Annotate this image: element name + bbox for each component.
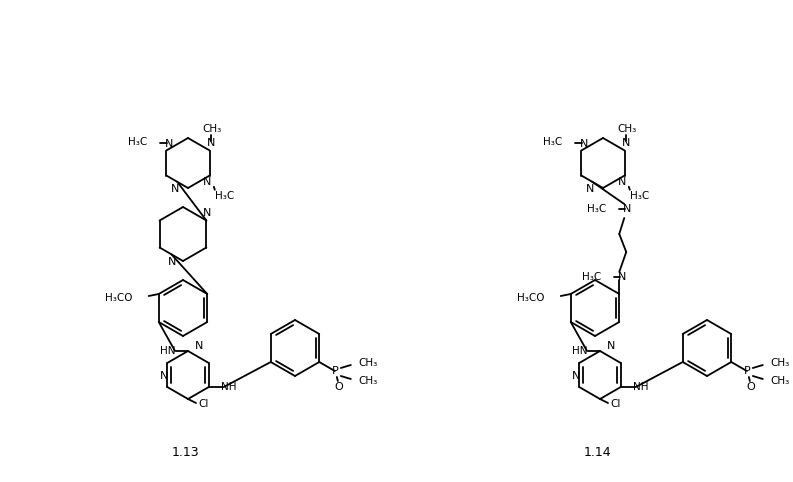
Text: P: P — [331, 366, 338, 376]
Text: HN: HN — [573, 346, 588, 356]
Text: H₃CO: H₃CO — [517, 293, 545, 303]
Text: O: O — [746, 382, 755, 392]
Text: CH₃: CH₃ — [771, 358, 790, 368]
Text: O: O — [335, 382, 343, 392]
Text: N: N — [203, 209, 212, 218]
Text: CH₃: CH₃ — [617, 123, 636, 134]
Text: CH₃: CH₃ — [202, 123, 221, 134]
Text: 1.14: 1.14 — [583, 445, 611, 458]
Text: H₃C: H₃C — [215, 191, 234, 201]
Text: N: N — [618, 177, 626, 187]
Text: N: N — [618, 272, 626, 282]
Text: H₃C: H₃C — [630, 191, 649, 201]
Text: N: N — [623, 204, 631, 214]
Text: CH₃: CH₃ — [359, 358, 378, 368]
Text: H₃C: H₃C — [543, 137, 562, 147]
Text: N: N — [206, 138, 215, 148]
Text: N: N — [572, 371, 580, 381]
Text: H₃C: H₃C — [128, 137, 147, 147]
Text: N: N — [580, 139, 588, 149]
Text: HN: HN — [160, 346, 176, 356]
Text: Cl: Cl — [611, 399, 621, 409]
Text: CH₃: CH₃ — [359, 376, 378, 386]
Text: CH₃: CH₃ — [771, 376, 790, 386]
Text: N: N — [203, 177, 211, 187]
Text: N: N — [165, 139, 174, 149]
Text: 1.13: 1.13 — [171, 445, 199, 458]
Text: N: N — [607, 341, 615, 351]
Text: N: N — [171, 184, 179, 194]
Text: H₃CO: H₃CO — [105, 293, 132, 303]
Text: P: P — [744, 366, 750, 376]
Text: NH: NH — [221, 382, 236, 392]
Text: H₃C: H₃C — [582, 272, 601, 282]
Text: N: N — [195, 341, 204, 351]
Text: N: N — [160, 371, 168, 381]
Text: N: N — [168, 257, 177, 267]
Text: N: N — [586, 184, 595, 194]
Text: NH: NH — [633, 382, 649, 392]
Text: N: N — [622, 138, 630, 148]
Text: H₃C: H₃C — [587, 204, 607, 214]
Text: Cl: Cl — [199, 399, 209, 409]
